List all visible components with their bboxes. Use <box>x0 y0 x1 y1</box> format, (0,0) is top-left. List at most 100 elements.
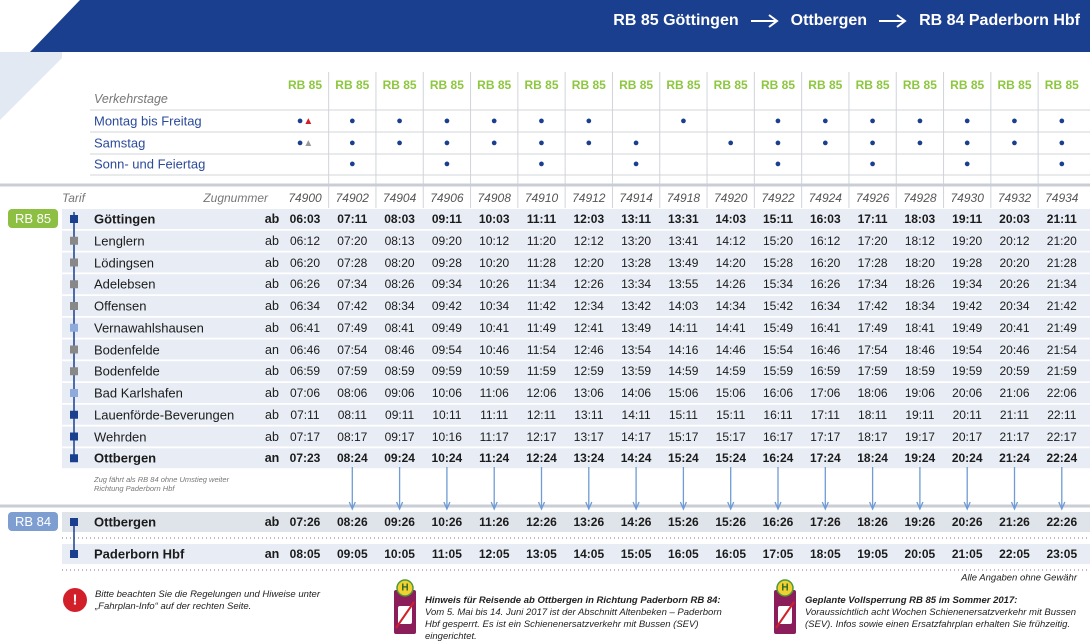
departure-time: 07:59 <box>337 364 368 379</box>
departure-time: 13:54 <box>621 342 652 357</box>
transfer-arrow <box>348 467 356 511</box>
departure-time: 16:26 <box>810 277 841 292</box>
departure-time: 07:42 <box>337 299 368 313</box>
departure-time: 15:26 <box>715 515 747 529</box>
departure-time: 08:41 <box>384 320 415 335</box>
departure-time: 19:34 <box>952 277 983 292</box>
departure-time: 08:24 <box>336 451 368 466</box>
day-mark: ● <box>869 115 876 127</box>
departure-time: 19:26 <box>904 515 936 529</box>
departure-time: 09:59 <box>431 364 462 379</box>
departure-time: 08:46 <box>384 342 415 357</box>
transfer-arrow <box>869 467 877 511</box>
departure-time: 16:05 <box>668 547 699 561</box>
departure-time: 10:24 <box>431 451 463 466</box>
day-mark: ● <box>727 137 735 149</box>
day-mark: ● <box>1058 137 1066 149</box>
departure-time: 09:42 <box>431 299 462 313</box>
departure-time: 21:49 <box>1046 320 1077 335</box>
train-number: 74932 <box>997 191 1032 205</box>
departure-time: 15:42 <box>762 299 794 313</box>
departure-time: 15:20 <box>762 233 794 248</box>
day-mark: ● <box>443 137 451 149</box>
departure-time: 16:26 <box>762 515 794 529</box>
through-note: Zug fährt als RB 84 ohne Umstieg weiter … <box>94 475 230 493</box>
departure-time: 19:17 <box>904 429 935 444</box>
departure-time: 20:26 <box>951 515 983 529</box>
departure-time: 21:11 <box>1046 212 1077 226</box>
direction: ab <box>264 212 280 226</box>
departure-time: 07:34 <box>337 277 368 292</box>
departure-time: 07:11 <box>337 212 368 226</box>
day-mark: ● <box>869 158 876 170</box>
departure-time: 14:46 <box>715 342 746 357</box>
station-marker <box>70 550 78 558</box>
line-label: RB 85 <box>950 78 985 92</box>
strike <box>775 601 795 629</box>
day-mark: ●▲ <box>296 137 314 149</box>
departure-time: 08:17 <box>337 429 368 444</box>
departure-time: 13:55 <box>668 277 699 292</box>
departure-time: 15:24 <box>668 451 699 466</box>
departure-time: 15:11 <box>762 212 794 226</box>
departure-time: 13:17 <box>573 429 604 444</box>
departure-time: 16:34 <box>810 299 841 313</box>
departure-time: 12:03 <box>573 212 605 226</box>
direction: an <box>265 342 279 357</box>
departure-time: 10:41 <box>479 320 510 335</box>
icon-label: ! <box>72 591 78 609</box>
departure-time: 07:17 <box>289 429 321 444</box>
day-mark: ● <box>916 137 924 149</box>
station-marker <box>70 280 78 289</box>
transfer-arrow <box>537 467 546 511</box>
day-mark: ● <box>396 115 403 127</box>
departure-time: 16:46 <box>810 342 841 357</box>
departure-time: 21:54 <box>1046 342 1077 357</box>
departure-time: 12:05 <box>478 547 510 561</box>
day-mark: ● <box>585 115 593 127</box>
departure-time: 18:17 <box>857 429 888 444</box>
departure-time: 09:11 <box>431 212 462 226</box>
departure-time: 18:41 <box>904 320 935 335</box>
departure-time: 20:26 <box>999 277 1030 292</box>
departure-time: 12:59 <box>573 364 604 379</box>
departure-time: 17:49 <box>857 320 888 335</box>
departure-time: 15:54 <box>762 342 794 357</box>
departure-time: 13:05 <box>526 547 557 561</box>
departure-time: 15:17 <box>668 429 699 444</box>
line-label: RB 85 <box>997 78 1032 92</box>
departure-time: 10:12 <box>479 233 510 248</box>
departure-time: 08:05 <box>289 547 321 561</box>
departure-time: 18:05 <box>809 547 841 561</box>
departure-time: 14:26 <box>715 277 746 292</box>
train-number: 74930 <box>950 191 984 205</box>
day-mark: ● <box>916 115 924 127</box>
departure-time: 17:24 <box>809 451 841 466</box>
header-band <box>30 0 1090 52</box>
departure-time: 19:28 <box>952 255 983 270</box>
departure-time: 19:11 <box>952 212 983 226</box>
transfer-arrow <box>774 467 782 511</box>
train-number: 74926 <box>855 191 890 205</box>
departure-time: 17:34 <box>857 277 888 292</box>
departure-time: 08:03 <box>384 212 415 226</box>
station-name: Offensen <box>94 298 147 314</box>
departure-time: 17:17 <box>810 429 841 444</box>
departure-time: 06:59 <box>289 364 321 379</box>
departure-time: 09:24 <box>384 451 415 466</box>
day-mark: ● <box>443 158 451 170</box>
departure-time: 09:54 <box>431 342 462 357</box>
train-number: 74914 <box>619 191 653 205</box>
departure-time: 15:49 <box>762 320 794 335</box>
line-label: RB 85 <box>1044 78 1079 92</box>
departure-time: 13:42 <box>621 299 652 313</box>
row-background <box>62 209 1090 229</box>
notice-title: Geplante Vollsperrung RB 85 im Sommer 20… <box>805 595 1018 606</box>
departure-time: 19:20 <box>952 233 983 248</box>
day-mark: ● <box>1011 137 1018 149</box>
departure-time: 14:03 <box>715 212 747 226</box>
departure-time: 18:12 <box>904 233 935 248</box>
disclaimer: Alle Angaben ohne Gewähr <box>961 572 1077 584</box>
